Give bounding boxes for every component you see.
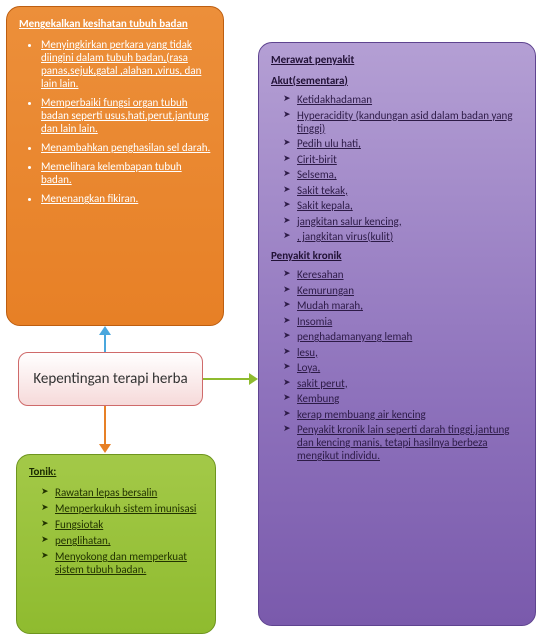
list-item: Loya, xyxy=(283,361,523,374)
chronic-subtitle: Penyakit kronik xyxy=(271,249,523,262)
list-item: Mudah marah, xyxy=(283,299,523,312)
list-item: Selsema, xyxy=(283,168,523,181)
list-item: Menyokong dan memperkuat sistem tubuh ba… xyxy=(41,550,203,576)
box-maintain-health: Mengekalkan kesihatan tubuh badan Menyin… xyxy=(6,6,224,326)
list-item: Kemurungan xyxy=(283,284,523,297)
list-item: Sakit kepala, xyxy=(283,199,523,212)
box-tonic: Tonik: Rawatan lepas bersalin Memperkuku… xyxy=(16,454,216,634)
list-item: penghadamanyang lemah xyxy=(283,330,523,343)
list-item: , jangkitan virus(kulit) xyxy=(283,230,523,243)
list-item: Memperkukuh sistem imunisasi xyxy=(41,502,203,515)
list-item: Fungsiotak xyxy=(41,518,203,531)
list-item: Memelihara kelembapan tubuh badan. xyxy=(41,160,211,186)
list-item: kerap membuang air kencing xyxy=(283,408,523,421)
list-item: Sakit tekak, xyxy=(283,184,523,197)
acute-list: Ketidakhadaman Hyperacidity (kandungan a… xyxy=(271,93,523,243)
maintain-health-list: Menyingkirkan perkara yang tidak diingin… xyxy=(19,38,211,205)
list-item: lesu, xyxy=(283,346,523,359)
list-item: Ketidakhadaman xyxy=(283,93,523,106)
box-treat-disease-title: Merawat penyakit xyxy=(271,53,523,66)
box-treat-disease: Merawat penyakit Akut(sementara) Ketidak… xyxy=(258,42,536,626)
box-maintain-health-title: Mengekalkan kesihatan tubuh badan xyxy=(19,17,211,30)
center-topic: Kepentingan terapi herba xyxy=(18,352,203,406)
list-item: sakit perut, xyxy=(283,377,523,390)
list-item: Penyakit kronik lain seperti darah tingg… xyxy=(283,423,523,462)
list-item: Menambahkan penghasilan sel darah. xyxy=(41,141,211,154)
box-tonic-title: Tonik: xyxy=(29,465,203,478)
list-item: Pedih ulu hati, xyxy=(283,137,523,150)
list-item: Insomia xyxy=(283,315,523,328)
list-item: Menenangkan fikiran. xyxy=(41,192,211,205)
list-item: Kembung xyxy=(283,392,523,405)
list-item: Cirit-birit xyxy=(283,153,523,166)
list-item: Memperbaiki fungsi organ tubuh badan sep… xyxy=(41,96,211,135)
acute-subtitle: Akut(sementara) xyxy=(271,74,523,87)
list-item: Menyingkirkan perkara yang tidak diingin… xyxy=(41,38,211,90)
list-item: jangkitan salur kencing, xyxy=(283,215,523,228)
list-item: Hyperacidity (kandungan asid dalam badan… xyxy=(283,109,523,135)
chronic-list: Keresahan Kemurungan Mudah marah, Insomi… xyxy=(271,268,523,462)
list-item: Rawatan lepas bersalin xyxy=(41,486,203,499)
tonic-list: Rawatan lepas bersalin Memperkukuh siste… xyxy=(29,486,203,576)
list-item: Keresahan xyxy=(283,268,523,281)
list-item: penglihatan, xyxy=(41,534,203,547)
center-topic-label: Kepentingan terapi herba xyxy=(33,370,187,388)
